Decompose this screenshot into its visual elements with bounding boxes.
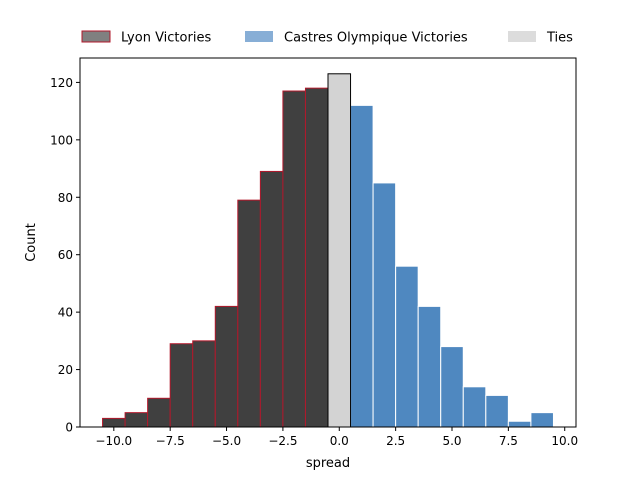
x-tick-label-6: 5.0 <box>442 434 461 448</box>
x-tick-label-1: −7.5 <box>156 434 185 448</box>
x-tick-label-5: 2.5 <box>386 434 405 448</box>
bar-lyon-6 <box>237 199 261 428</box>
bar-lyon-2 <box>147 397 171 428</box>
x-tick-label-4: 0.0 <box>330 434 349 448</box>
bar-lyon-7 <box>259 170 284 428</box>
bar-castres-2 <box>395 265 419 428</box>
y-axis-label: Count <box>24 223 39 262</box>
bar-lyon-3 <box>169 343 194 428</box>
bar-lyon-9 <box>304 87 329 428</box>
bar-ties-0 <box>327 73 352 428</box>
x-tick-label-7: 7.5 <box>499 434 518 448</box>
bar-castres-1 <box>372 182 397 428</box>
x-axis-label: spread <box>306 456 350 471</box>
y-axis-ticks: 0 20 40 60 80 100 120 <box>50 76 80 435</box>
y-tick-label-1: 20 <box>58 363 73 377</box>
bar-lyon-0 <box>102 417 126 428</box>
legend: Lyon Victories Castres Olympique Victori… <box>81 30 573 46</box>
y-tick-label-3: 60 <box>58 248 73 262</box>
y-tick-label-6: 120 <box>50 76 73 90</box>
bar-castres-8 <box>530 412 554 428</box>
y-tick-label-4: 80 <box>58 191 73 205</box>
plot-frame <box>79 57 577 428</box>
bar-castres-0 <box>350 104 374 428</box>
bar-lyon-4 <box>192 340 216 428</box>
legend-swatch-lyon <box>81 30 111 43</box>
bar-castres-6 <box>485 394 509 428</box>
y-tick-label-0: 0 <box>65 421 73 435</box>
legend-swatch-castres <box>245 31 273 42</box>
x-tick-label-0: −10.0 <box>95 434 132 448</box>
x-tick-label-8: 10.0 <box>551 434 578 448</box>
legend-swatch-ties <box>508 31 536 42</box>
bar-castres-5 <box>462 386 487 428</box>
x-tick-label-3: −2.5 <box>268 434 297 448</box>
bar-castres-4 <box>440 346 464 428</box>
bar-lyon-8 <box>282 90 306 428</box>
bar-castres-7 <box>507 420 532 428</box>
bar-lyon-5 <box>214 305 239 428</box>
legend-label-lyon: Lyon Victories <box>121 31 211 46</box>
x-axis-ticks: −10.0 −7.5 −5.0 −2.5 0.0 2.5 5.0 7.5 10.0 <box>95 427 578 448</box>
x-tick-label-2: −5.0 <box>212 434 241 448</box>
y-tick-label-2: 40 <box>58 306 73 320</box>
bars-group <box>102 73 554 428</box>
legend-label-ties: Ties <box>546 31 573 46</box>
bar-lyon-1 <box>124 412 149 428</box>
legend-label-castres: Castres Olympique Victories <box>284 31 468 46</box>
bar-castres-3 <box>417 305 442 428</box>
y-tick-label-5: 100 <box>50 133 73 147</box>
